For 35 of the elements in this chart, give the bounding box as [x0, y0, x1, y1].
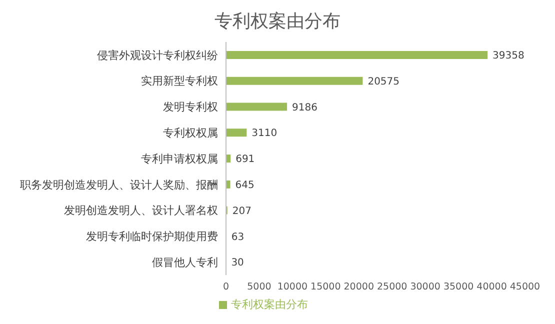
- y-tick-label: 发明专利临时保护期使用费: [86, 230, 218, 244]
- x-tick-label: 40000: [476, 282, 507, 293]
- y-tick-label: 发明创造发明人、设计人署名权: [64, 204, 218, 218]
- bar: [226, 102, 288, 111]
- x-tick-label: 25000: [376, 282, 408, 293]
- data-label: 207: [232, 206, 252, 217]
- y-tick-label: 职务发明创造发明人、设计人奖励、报酬: [20, 178, 218, 192]
- data-label: 63: [231, 232, 244, 243]
- x-tick-label: 5000: [247, 282, 272, 293]
- bar: [226, 180, 230, 188]
- x-tick-label: 35000: [443, 282, 474, 293]
- x-tick-label: 10000: [277, 282, 308, 293]
- y-tick-label: 假冒他人专利: [152, 256, 218, 269]
- legend-label: 专利权案由分布: [231, 298, 308, 311]
- data-label: 9186: [292, 102, 318, 114]
- y-tick-label: 发明专利权: [163, 100, 218, 114]
- chart-title: 专利权案由分布: [214, 10, 342, 34]
- y-tick-label: 实用新型专利权: [141, 74, 218, 88]
- data-label: 691: [236, 154, 255, 166]
- data-label: 645: [235, 180, 254, 191]
- x-tick-label: 15000: [310, 282, 341, 293]
- data-label: 30: [231, 258, 244, 269]
- data-label: 3110: [252, 128, 278, 140]
- x-tick-label: 30000: [410, 282, 440, 293]
- x-tick-label: 20000: [344, 282, 374, 293]
- y-tick-label: 侵害外观设计专利权纠纷: [97, 48, 218, 62]
- y-tick-label: 专利申请权权属: [141, 152, 218, 166]
- bar: [226, 76, 363, 85]
- data-label: 20575: [368, 76, 400, 88]
- bar: [226, 51, 488, 59]
- data-label: 39358: [492, 50, 524, 62]
- x-tick-label: 45000: [510, 282, 540, 293]
- x-tick-label: 0: [222, 282, 230, 293]
- y-tick-label: 专利权权属: [163, 126, 218, 140]
- bar: [226, 128, 247, 137]
